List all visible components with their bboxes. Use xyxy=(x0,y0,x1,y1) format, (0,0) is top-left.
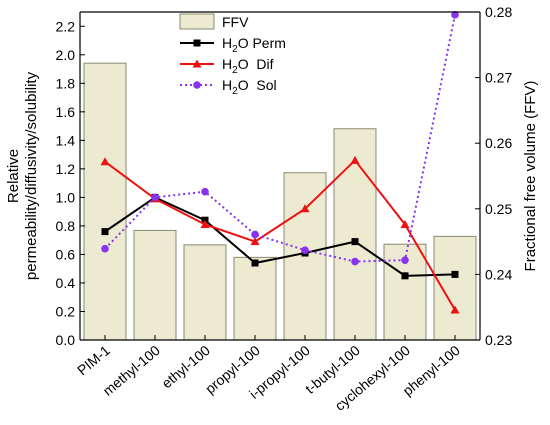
left-tick-label: 0.8 xyxy=(56,218,76,234)
legend-label-dif: H2O Dif xyxy=(222,56,274,76)
series-marker xyxy=(451,11,459,19)
series-marker xyxy=(100,157,110,166)
series-marker xyxy=(401,272,409,280)
right-axis-title: Fractional free volume (FFV) xyxy=(522,81,539,272)
series-marker xyxy=(451,270,459,278)
legend-label-sol: H2O Sol xyxy=(222,77,277,97)
ffv-bar xyxy=(333,128,377,341)
legend-item-sol: H2O Sol xyxy=(180,77,277,97)
legend-swatch-ffv xyxy=(179,13,215,30)
category-label: PIM-1 xyxy=(74,342,113,378)
legend-label-main: H xyxy=(222,56,232,72)
legend-label-ffv: FFV xyxy=(222,14,249,30)
right-tick-label: 0.28 xyxy=(485,4,512,20)
left-tick-label: 1.4 xyxy=(56,132,76,148)
series-marker xyxy=(251,230,259,239)
series-marker xyxy=(200,219,210,228)
right-tick-label: 0.25 xyxy=(485,201,512,217)
legend-label-sub: 2 xyxy=(232,65,238,76)
series-marker xyxy=(400,219,410,228)
left-tick-label: 1.6 xyxy=(56,104,76,120)
series-marker xyxy=(193,39,201,47)
series-marker xyxy=(192,59,202,68)
series-marker xyxy=(193,81,201,89)
series-marker xyxy=(251,259,259,267)
series-marker xyxy=(201,187,209,196)
legend-label-rest: O Perm xyxy=(238,35,286,51)
series-marker xyxy=(351,238,359,246)
right-tick-label: 0.24 xyxy=(485,266,512,282)
series-marker xyxy=(401,256,409,264)
series-line-sol xyxy=(104,14,456,263)
legend-label-main: H xyxy=(222,77,232,93)
left-tick-label: 2.2 xyxy=(56,18,76,34)
series-sol xyxy=(101,11,459,266)
series-marker xyxy=(450,305,460,314)
legend-item-dif: H2O Dif xyxy=(180,56,274,76)
left-tick-label: 0.4 xyxy=(56,275,76,291)
left-tick-label: 1.8 xyxy=(56,75,76,91)
left-axis-title-line1: Relative xyxy=(5,149,22,203)
legend-item-perm: H2O Perm xyxy=(180,35,286,55)
left-tick-label: 0.2 xyxy=(56,303,76,319)
left-tick-label: 0.6 xyxy=(56,246,76,262)
legend-label-rest: O Sol xyxy=(238,77,277,93)
series-marker xyxy=(101,228,109,236)
left-tick-label: 1.0 xyxy=(56,189,76,205)
series-marker xyxy=(101,244,109,253)
legend-label-rest: O Dif xyxy=(238,56,274,72)
lines-layer xyxy=(100,11,460,314)
left-axis-title-line2: permeability/diffusivity/solubility xyxy=(23,71,40,280)
legend-label-main: H xyxy=(222,35,232,51)
right-tick-label: 0.23 xyxy=(485,332,512,348)
ffv-bar xyxy=(433,235,477,341)
legend-label-sub: 2 xyxy=(232,44,238,55)
series-marker xyxy=(350,155,360,164)
series-line-dif xyxy=(104,158,456,311)
series-marker xyxy=(250,237,260,246)
series-marker xyxy=(300,204,310,213)
ffv-bar xyxy=(183,244,227,341)
ffv-bar xyxy=(83,62,127,341)
ffv-bar xyxy=(233,256,277,341)
left-tick-label: 0.0 xyxy=(56,332,76,348)
series-marker xyxy=(151,193,159,202)
legend-label-perm: H2O Perm xyxy=(222,35,286,55)
ffv-bar xyxy=(133,229,177,341)
left-tick-label: 2.0 xyxy=(56,47,76,63)
series-marker xyxy=(351,257,359,266)
legend-label-sub: 2 xyxy=(232,86,238,97)
left-tick-label: 1.2 xyxy=(56,161,76,177)
bars-layer xyxy=(83,62,477,341)
right-tick-label: 0.26 xyxy=(485,135,512,151)
right-tick-label: 0.27 xyxy=(485,70,512,86)
series-marker xyxy=(301,246,309,254)
series-line-perm xyxy=(104,196,456,277)
